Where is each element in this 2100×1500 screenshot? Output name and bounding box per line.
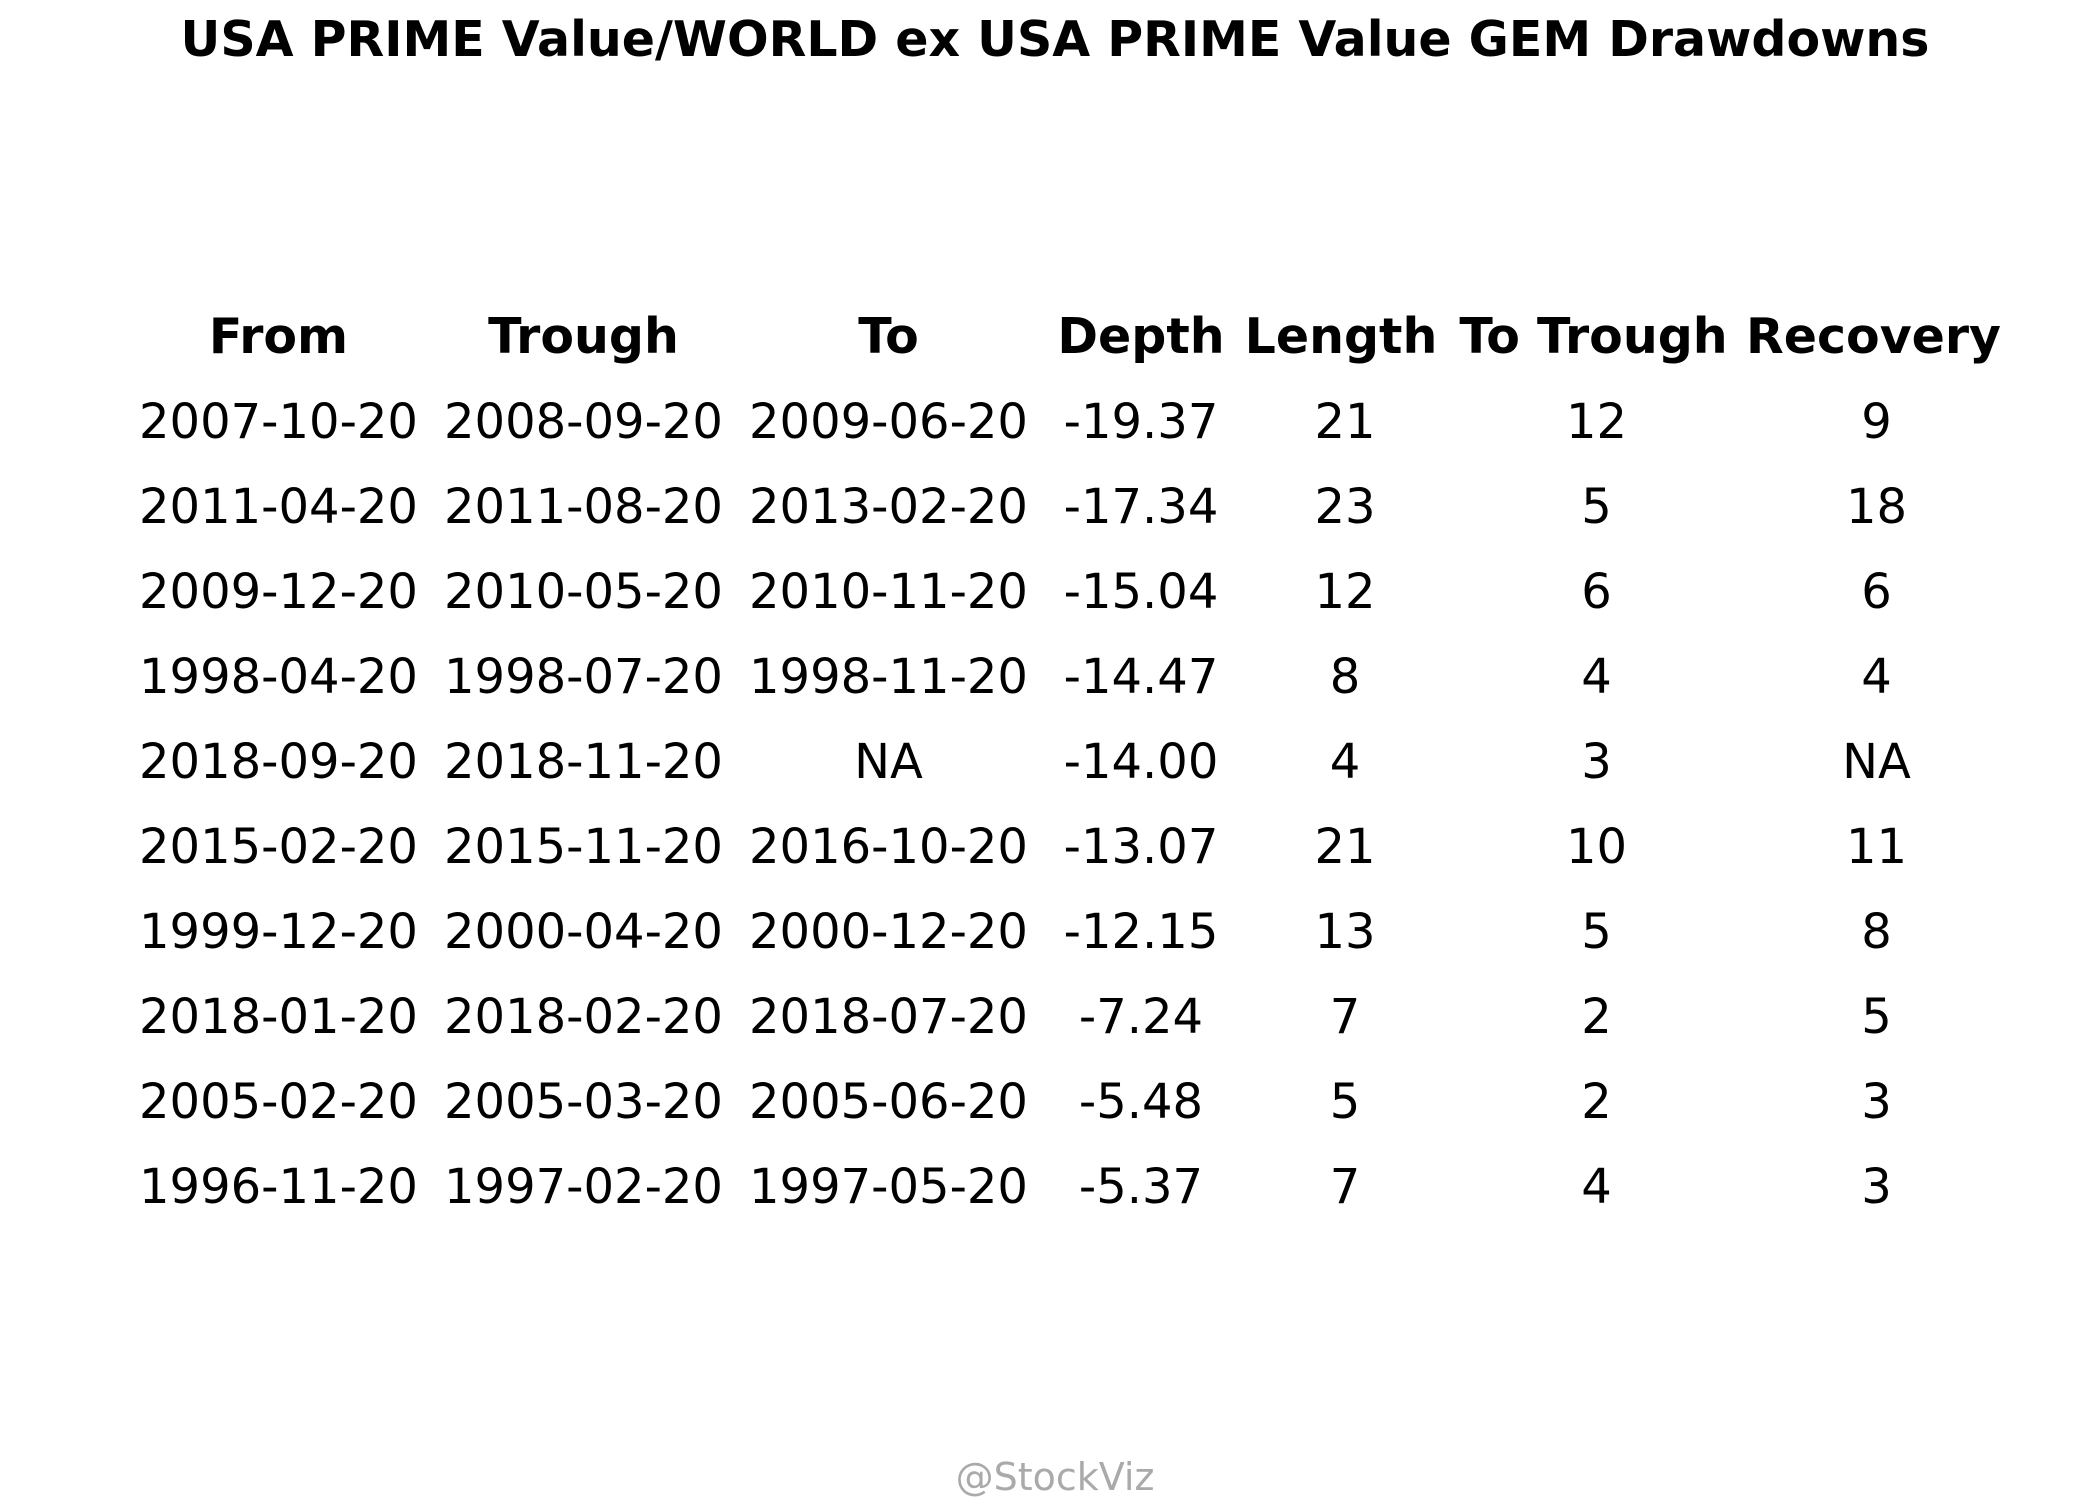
column-header-from: From — [208, 308, 349, 365]
header-row: From Trough To Depth Length To Trough Re… — [126, 294, 2001, 379]
cell-depth: -17.34 — [1063, 478, 1219, 535]
cell-trough: 2008-09-20 — [444, 393, 723, 450]
cell-from: 2015-02-20 — [139, 818, 418, 875]
cell-trough: 2010-05-20 — [444, 563, 723, 620]
cell-trough: 2018-11-20 — [444, 733, 723, 790]
cell-length: 7 — [1329, 1158, 1361, 1215]
cell-length: 13 — [1314, 903, 1376, 960]
column-header-depth: Depth — [1057, 308, 1225, 365]
cell-to: 2009-06-20 — [749, 393, 1028, 450]
cell-to: 2013-02-20 — [749, 478, 1028, 535]
cell-from: 2005-02-20 — [139, 1073, 418, 1130]
cell-length: 21 — [1314, 818, 1376, 875]
cell-depth: -15.04 — [1063, 563, 1219, 620]
cell-length: 5 — [1329, 1073, 1361, 1130]
cell-recovery: 11 — [1845, 818, 1908, 875]
cell-length: 7 — [1329, 988, 1361, 1045]
cell-to: 2018-07-20 — [749, 988, 1028, 1045]
cell-trough: 1998-07-20 — [444, 648, 723, 705]
column-header-trough: Trough — [488, 308, 679, 365]
cell-to: 2016-10-20 — [749, 818, 1028, 875]
cell-to-trough: 10 — [1565, 818, 1628, 875]
cell-length: 8 — [1329, 648, 1361, 705]
table-row: 2011-04-20 2011-08-20 2013-02-20 -17.34 23 5 1… — [126, 464, 2001, 549]
table-row: 2015-02-20 2015-11-20 2016-10-20 -13.07 21 10… — [126, 804, 2001, 889]
cell-trough: 1997-02-20 — [444, 1158, 723, 1215]
cell-from: 2018-09-20 — [139, 733, 418, 790]
cell-trough: 2011-08-20 — [444, 478, 723, 535]
cell-to-trough: 4 — [1581, 1158, 1612, 1215]
cell-from: 2009-12-20 — [139, 563, 418, 620]
cell-from: 2011-04-20 — [139, 478, 418, 535]
table-row: 2018-01-20 2018-02-20 2018-07-20 -7.24 7 2 5 — [126, 974, 2001, 1059]
watermark: @StockViz — [955, 1455, 1155, 1499]
table-row: 2007-10-20 2008-09-20 2009-06-20 -19.37 21 12… — [126, 379, 2001, 464]
cell-length: 21 — [1314, 393, 1376, 450]
cell-trough: 2018-02-20 — [444, 988, 723, 1045]
cell-to: NA — [854, 733, 923, 790]
cell-to: 1997-05-20 — [749, 1158, 1028, 1215]
cell-recovery: 4 — [1861, 648, 1892, 705]
cell-to-trough: 6 — [1581, 563, 1612, 620]
cell-to: 1998-11-20 — [749, 648, 1028, 705]
cell-recovery: 8 — [1861, 903, 1892, 960]
cell-recovery: NA — [1842, 733, 1911, 790]
cell-depth: -13.07 — [1063, 818, 1219, 875]
table-row: 1996-11-20 1997-02-20 1997-05-20 -5.37 7 4 3 — [126, 1144, 2001, 1229]
table-row: 2018-09-20 2018-11-20 NA -14.00 4 3 NA — [126, 719, 2001, 804]
cell-to: 2010-11-20 — [749, 563, 1028, 620]
table-body: 2007-10-20 2008-09-20 2009-06-20 -19.37 21 12… — [126, 379, 2001, 1229]
table-row: 2005-02-20 2005-03-20 2005-06-20 -5.48 5 2 3 — [126, 1059, 2001, 1144]
cell-from: 1998-04-20 — [139, 648, 418, 705]
cell-from: 1999-12-20 — [139, 903, 418, 960]
cell-recovery: 3 — [1861, 1073, 1892, 1130]
cell-to: 2000-12-20 — [749, 903, 1028, 960]
chart-title: USA PRIME Value/WORLD ex USA PRIME Value… — [180, 11, 1930, 68]
cell-from: 1996-11-20 — [139, 1158, 418, 1215]
cell-to-trough: 4 — [1581, 648, 1612, 705]
cell-trough: 2005-03-20 — [444, 1073, 723, 1130]
column-header-recovery: Recovery — [1746, 308, 2001, 365]
cell-depth: -19.37 — [1063, 393, 1219, 450]
cell-to-trough: 2 — [1581, 1073, 1612, 1130]
cell-depth: -5.48 — [1078, 1073, 1204, 1130]
table-row: 1998-04-20 1998-07-20 1998-11-20 -14.47 8 4 4 — [126, 634, 2001, 719]
cell-length: 4 — [1329, 733, 1361, 790]
cell-depth: -5.37 — [1078, 1158, 1204, 1215]
cell-recovery: 6 — [1861, 563, 1892, 620]
column-header-length: Length — [1244, 308, 1438, 365]
cell-recovery: 18 — [1845, 478, 1908, 535]
cell-to-trough: 12 — [1565, 393, 1628, 450]
cell-depth: -14.00 — [1063, 733, 1219, 790]
cell-trough: 2000-04-20 — [444, 903, 723, 960]
cell-from: 2007-10-20 — [139, 393, 418, 450]
cell-recovery: 9 — [1861, 393, 1892, 450]
cell-to-trough: 5 — [1581, 478, 1612, 535]
cell-depth: -12.15 — [1063, 903, 1219, 960]
cell-depth: -7.24 — [1078, 988, 1204, 1045]
cell-length: 12 — [1314, 563, 1376, 620]
drawdowns-table: From Trough To Depth Length To Trough Re… — [126, 294, 2001, 1229]
cell-recovery: 5 — [1861, 988, 1892, 1045]
cell-from: 2018-01-20 — [139, 988, 418, 1045]
table-row: 2009-12-20 2010-05-20 2010-11-20 -15.04 12 6 6 — [126, 549, 2001, 634]
cell-to-trough: 2 — [1581, 988, 1612, 1045]
column-header-to-trough: To Trough — [1459, 308, 1728, 365]
column-header-to: To — [858, 308, 919, 365]
cell-to: 2005-06-20 — [749, 1073, 1028, 1130]
cell-to-trough: 3 — [1581, 733, 1612, 790]
cell-to-trough: 5 — [1581, 903, 1612, 960]
cell-trough: 2015-11-20 — [444, 818, 723, 875]
table-row: 1999-12-20 2000-04-20 2000-12-20 -12.15 13 5 8 — [126, 889, 2001, 974]
cell-length: 23 — [1314, 478, 1376, 535]
cell-depth: -14.47 — [1063, 648, 1219, 705]
cell-recovery: 3 — [1861, 1158, 1892, 1215]
